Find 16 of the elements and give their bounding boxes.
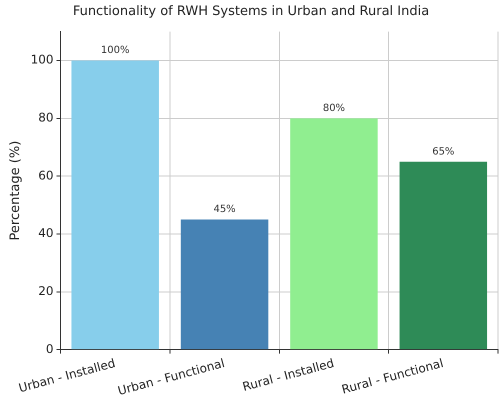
- bar: [400, 162, 488, 350]
- bar: [71, 60, 159, 350]
- y-axis-title: Percentage (%): [8, 140, 24, 240]
- data-label: 65%: [432, 146, 454, 158]
- y-tick-label: 20: [38, 284, 54, 298]
- y-tick-label: 100: [30, 52, 54, 67]
- bar: [290, 118, 378, 350]
- data-label: 100%: [100, 45, 130, 56]
- y-tick-label: 60: [38, 168, 54, 182]
- y-tick-label: 0: [46, 342, 54, 356]
- chart-title: Functionality of RWH Systems in Urban and Rural India: [72, 4, 430, 20]
- data-label: 45%: [213, 204, 236, 216]
- y-tick-label: 80: [38, 110, 54, 124]
- y-tick-label: 40: [38, 226, 54, 240]
- bar: [180, 220, 268, 350]
- data-label: 80%: [322, 102, 346, 114]
